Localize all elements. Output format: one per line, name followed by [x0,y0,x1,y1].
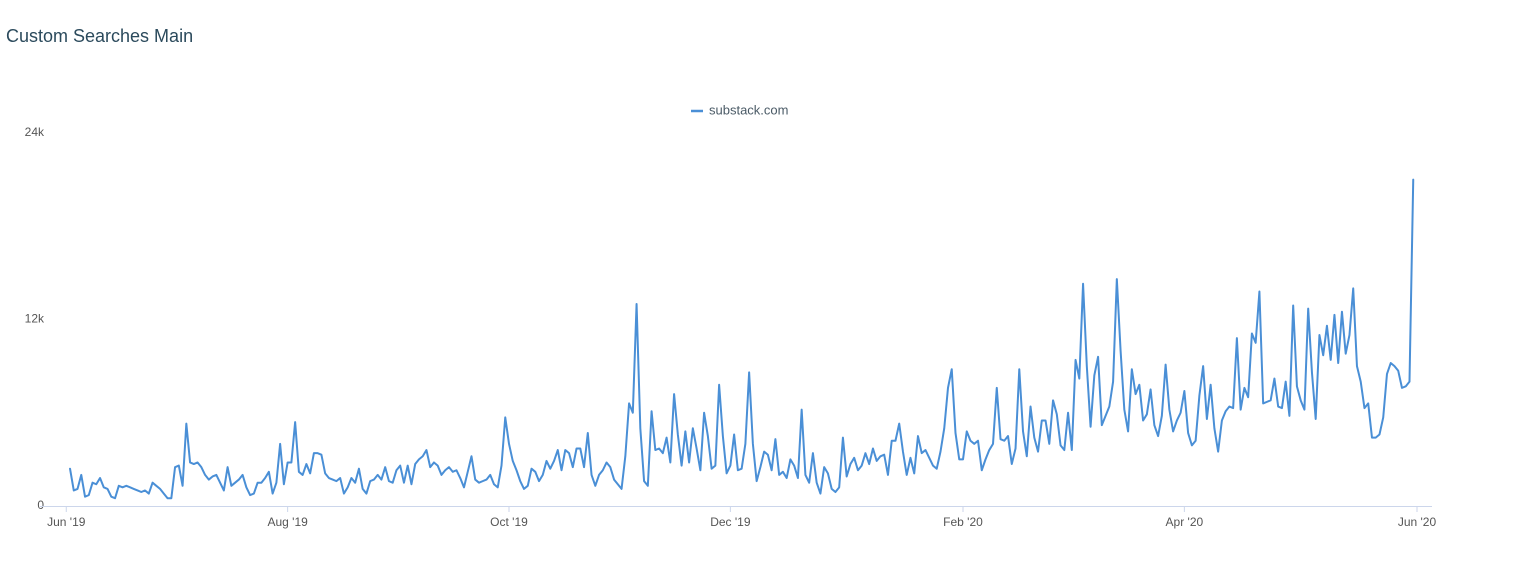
y-tick-label: 24k [25,125,45,139]
data-line [69,178,1415,500]
chart-title: Custom Searches Main [6,26,193,46]
x-tick-label: Jun '19 [47,515,86,529]
x-tick-label: Aug '19 [267,515,308,529]
x-tick-label: Jun '20 [1398,515,1437,529]
legend-label: substack.com [709,102,788,117]
y-tick-label: 12k [25,312,45,326]
x-tick-label: Dec '19 [710,515,751,529]
y-tick-label: 0 [37,498,44,512]
x-tick-label: Apr '20 [1166,515,1204,529]
x-tick-label: Feb '20 [943,515,983,529]
x-tick-label: Oct '19 [490,515,528,529]
